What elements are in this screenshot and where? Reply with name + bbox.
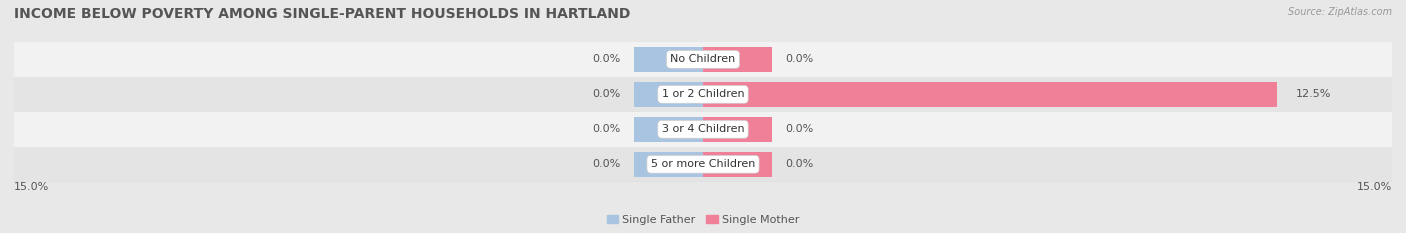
Bar (14, 112, 1392, 147)
Bar (14, 77, 1392, 112)
Bar (634, 152, 703, 177)
Text: 15.0%: 15.0% (1357, 182, 1392, 192)
Text: 12.5%: 12.5% (1295, 89, 1331, 99)
Bar (14, 147, 1392, 182)
Bar (634, 47, 703, 72)
Bar (703, 152, 772, 177)
Text: INCOME BELOW POVERTY AMONG SINGLE-PARENT HOUSEHOLDS IN HARTLAND: INCOME BELOW POVERTY AMONG SINGLE-PARENT… (14, 7, 630, 21)
Bar (703, 47, 772, 72)
Bar (703, 82, 1277, 107)
Bar (14, 42, 1392, 77)
Text: 0.0%: 0.0% (786, 159, 814, 169)
Text: 0.0%: 0.0% (592, 55, 620, 64)
Bar (703, 117, 772, 142)
Text: 1 or 2 Children: 1 or 2 Children (662, 89, 744, 99)
Text: 0.0%: 0.0% (786, 124, 814, 134)
Text: 0.0%: 0.0% (592, 89, 620, 99)
Legend: Single Father, Single Mother: Single Father, Single Mother (602, 210, 804, 229)
Text: Source: ZipAtlas.com: Source: ZipAtlas.com (1288, 7, 1392, 17)
Text: 0.0%: 0.0% (592, 159, 620, 169)
Bar (634, 82, 703, 107)
Text: No Children: No Children (671, 55, 735, 64)
Bar (634, 117, 703, 142)
Text: 0.0%: 0.0% (786, 55, 814, 64)
Text: 0.0%: 0.0% (592, 124, 620, 134)
Text: 15.0%: 15.0% (14, 182, 49, 192)
Text: 5 or more Children: 5 or more Children (651, 159, 755, 169)
Text: 3 or 4 Children: 3 or 4 Children (662, 124, 744, 134)
